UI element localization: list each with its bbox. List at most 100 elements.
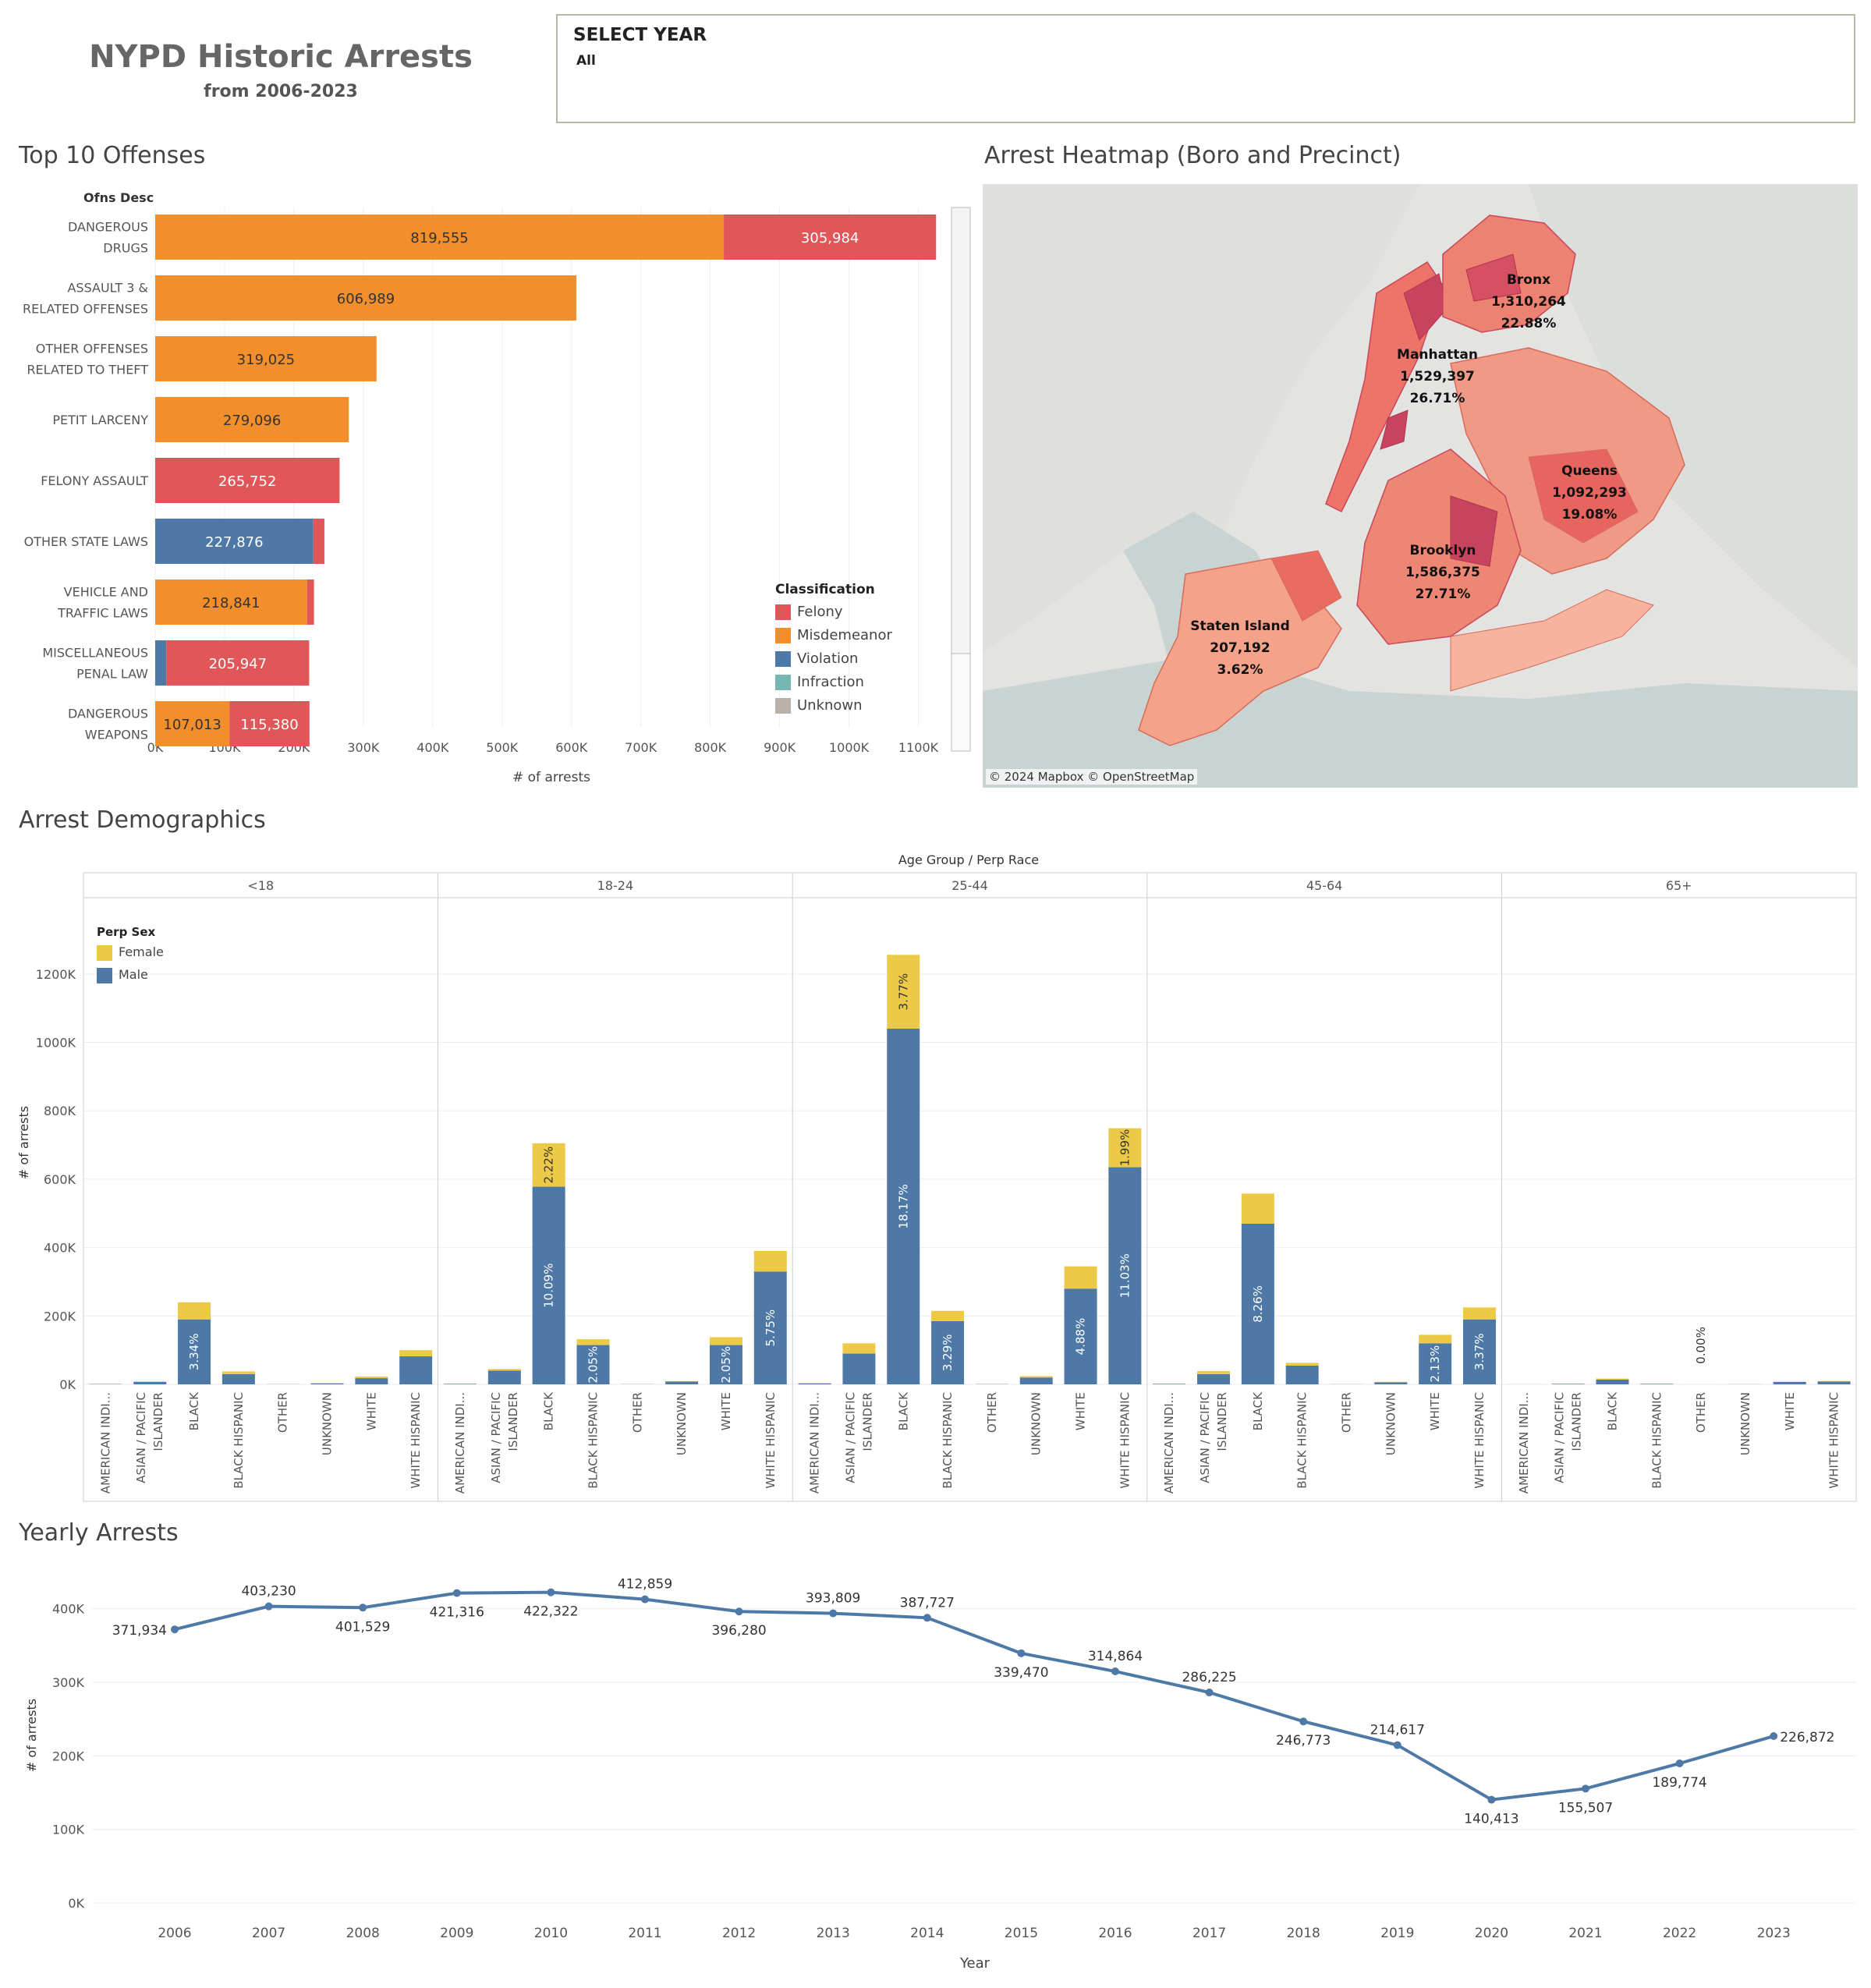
yearly-line[interactable] [174, 1590, 1774, 1802]
demo-bar-male[interactable] [487, 1370, 521, 1384]
demo-bar-female[interactable] [842, 1343, 876, 1354]
staten-island-precinct[interactable] [1270, 550, 1342, 622]
offense-bar-felony[interactable] [155, 458, 340, 503]
demo-bar-male[interactable] [1773, 1381, 1806, 1384]
demo-bar-male[interactable] [178, 1319, 211, 1384]
demo-bar-female[interactable] [1374, 1381, 1408, 1383]
year-filter-value[interactable]: All [576, 53, 596, 69]
yearly-point[interactable] [923, 1614, 931, 1622]
demo-bar-female[interactable] [1462, 1307, 1496, 1320]
demo-bar-male[interactable] [1019, 1377, 1053, 1384]
legend-violation[interactable]: Violation [775, 647, 892, 671]
demo-bar-female[interactable] [1596, 1378, 1629, 1380]
yearly-chart[interactable]: Year # of arrests 0K 100K 200K 300K 400K 371,… [0, 1556, 1871, 1988]
demo-bar-male[interactable] [665, 1381, 699, 1384]
yearly-point[interactable] [1487, 1795, 1496, 1804]
legend-infraction[interactable]: Infraction [775, 671, 892, 694]
offense-bar-misdemeanor[interactable] [155, 336, 377, 381]
demo-bar-female[interactable] [178, 1302, 211, 1320]
manhattan-precinct-midtown[interactable] [1380, 409, 1409, 450]
demo-bar-female[interactable] [887, 955, 920, 1029]
offense-bar-felony[interactable] [166, 640, 310, 686]
demo-bar-female[interactable] [931, 1310, 965, 1321]
yearly-point[interactable] [1205, 1689, 1214, 1697]
yearly-point[interactable] [1299, 1717, 1308, 1726]
demo-bar-female[interactable] [709, 1337, 742, 1345]
demo-bar-male[interactable] [709, 1345, 742, 1384]
demo-bar-female[interactable] [487, 1369, 521, 1371]
demo-bar-male[interactable] [355, 1378, 388, 1384]
demo-bar-female[interactable] [1419, 1334, 1452, 1344]
year-filter[interactable]: SELECT YEAR All [556, 14, 1855, 123]
legend-female[interactable]: Female [97, 941, 164, 963]
demo-bar-male[interactable] [931, 1320, 965, 1384]
demo-bar-male[interactable] [1817, 1381, 1851, 1384]
demo-bar-female[interactable] [576, 1339, 610, 1345]
offense-bar-misdemeanor[interactable] [155, 397, 349, 442]
yearly-point[interactable] [641, 1595, 649, 1604]
demo-bar-female[interactable] [133, 1381, 167, 1382]
offense-bar-violation[interactable] [155, 640, 167, 686]
demo-bar-female[interactable] [1817, 1380, 1851, 1382]
demo-bar-male[interactable] [842, 1353, 876, 1384]
bronx-precinct[interactable] [1465, 253, 1522, 302]
demo-bar-male[interactable] [133, 1381, 167, 1384]
brooklyn-precinct[interactable] [1450, 495, 1498, 567]
offense-bar-felony[interactable] [313, 519, 324, 564]
yearly-point[interactable] [1393, 1741, 1401, 1749]
yearly-point[interactable] [547, 1588, 555, 1596]
yearly-point[interactable] [1675, 1759, 1684, 1768]
demo-bar-male[interactable] [399, 1356, 433, 1384]
yearly-point[interactable] [452, 1589, 461, 1597]
demo-bar-male[interactable] [1374, 1382, 1408, 1384]
demo-bar-female[interactable] [221, 1371, 255, 1374]
demo-bar-female[interactable] [1197, 1370, 1231, 1374]
map-credit[interactable]: © 2024 Mapbox © OpenStreetMap [986, 769, 1198, 785]
offense-bar-misdemeanor[interactable] [155, 275, 576, 321]
demo-bar-male[interactable] [1462, 1319, 1496, 1384]
yearly-point[interactable] [829, 1609, 838, 1618]
offense-bar-felony[interactable] [307, 579, 314, 625]
demo-bar-male[interactable] [1064, 1288, 1097, 1384]
offense-bar-felony[interactable] [724, 214, 937, 260]
demo-bar-female[interactable] [1285, 1363, 1319, 1366]
demographics-chart[interactable]: Age Group / Perp Race # of arrests 0K 200… [0, 846, 1871, 1505]
legend-felony[interactable]: Felony [775, 601, 892, 624]
demo-bar-male[interactable] [1197, 1373, 1231, 1384]
demo-bar-female[interactable] [753, 1251, 787, 1272]
demo-bar-male[interactable] [1285, 1365, 1319, 1384]
heatmap-map[interactable]: Bronx 1,310,264 22.88% Manhattan 1,529,3… [983, 184, 1858, 788]
offense-bar-felony[interactable] [229, 701, 310, 746]
demo-bar-male[interactable] [221, 1373, 255, 1384]
demo-bar-male[interactable] [532, 1186, 565, 1384]
yearly-point[interactable] [171, 1625, 179, 1634]
legend-unknown[interactable]: Unknown [775, 694, 892, 718]
yearly-point[interactable] [1017, 1649, 1026, 1657]
yearly-point[interactable] [1582, 1784, 1589, 1793]
legend-male[interactable]: Male [97, 963, 164, 986]
demo-bar-male[interactable] [1108, 1167, 1142, 1384]
demo-bar-male[interactable] [576, 1345, 610, 1384]
offense-bar-misdemeanor[interactable] [155, 579, 307, 625]
legend-misdemeanor[interactable]: Misdemeanor [775, 624, 892, 647]
yearly-point[interactable] [1770, 1732, 1778, 1741]
offense-bar-violation[interactable] [155, 519, 314, 564]
demo-bar-male[interactable] [1419, 1343, 1452, 1384]
demo-bar-female[interactable] [1108, 1128, 1142, 1168]
demo-bar-female[interactable] [532, 1143, 565, 1187]
offense-bar-misdemeanor[interactable] [155, 214, 725, 260]
demo-bar-female[interactable] [355, 1376, 388, 1379]
demo-bar-female[interactable] [1064, 1266, 1097, 1289]
yearly-point[interactable] [1111, 1667, 1119, 1676]
demo-bar-male[interactable] [887, 1029, 920, 1384]
demo-bar-female[interactable] [665, 1380, 699, 1382]
demo-bar-female[interactable] [1241, 1193, 1274, 1224]
offenses-scrollbar-thumb[interactable] [951, 207, 971, 654]
offenses-chart[interactable]: Ofns Desc # of arrests 0K 100K 200K 300K 400… [0, 179, 975, 796]
brooklyn-region[interactable] [1356, 448, 1522, 645]
arrest-heatmap[interactable]: Bronx 1,310,264 22.88% Manhattan 1,529,3… [983, 184, 1858, 788]
demo-bar-female[interactable] [399, 1350, 433, 1357]
demo-bar-male[interactable] [1241, 1223, 1274, 1384]
offense-bar-misdemeanor[interactable] [155, 701, 230, 746]
rockaway-region[interactable] [1450, 589, 1654, 692]
